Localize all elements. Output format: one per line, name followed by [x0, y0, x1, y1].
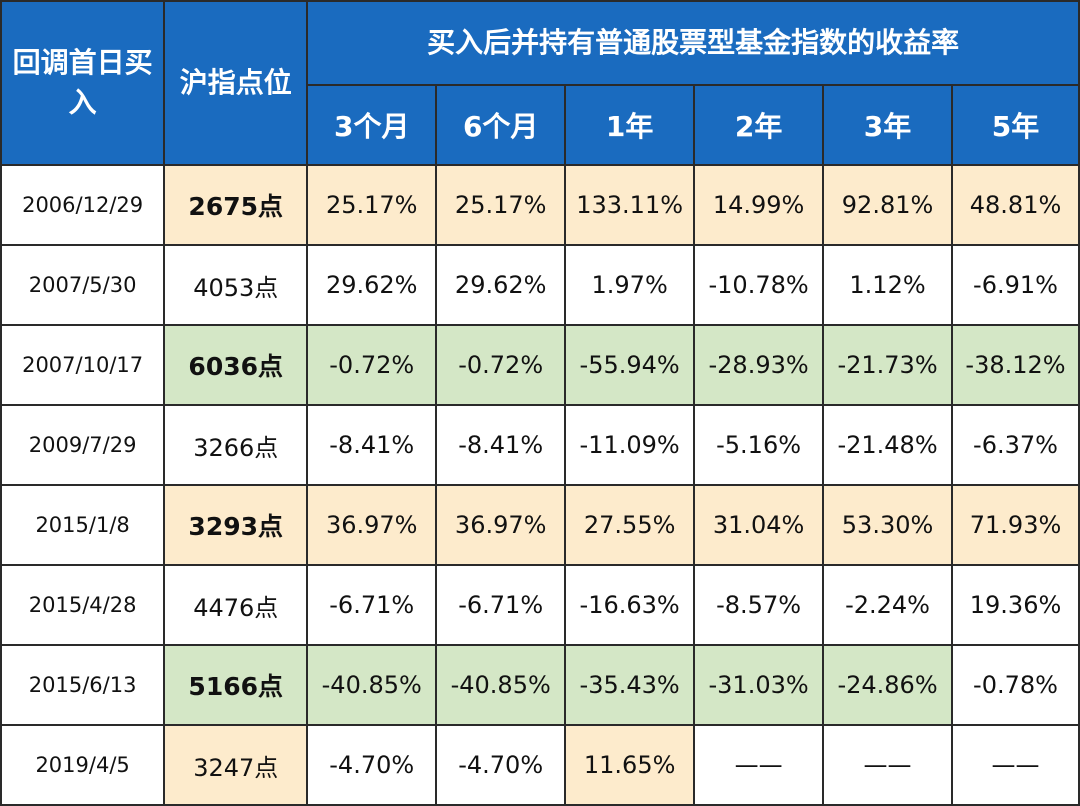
- row-date: 2019/4/5: [0, 724, 166, 806]
- row-index-level: 6036点: [163, 324, 309, 406]
- row-return-cell: -6.91%: [951, 244, 1080, 326]
- row-return-cell: 53.30%: [822, 484, 954, 566]
- row-date: 2015/6/13: [0, 644, 166, 726]
- header-buy-date: 回调首日买入: [0, 0, 166, 166]
- header-period-5y: 5年: [951, 84, 1080, 166]
- row-return-cell: -4.70%: [306, 724, 438, 806]
- row-return-cell: 36.97%: [435, 484, 567, 566]
- row-return-cell: -2.24%: [822, 564, 954, 646]
- table-header: 回调首日买入 沪指点位 买入后并持有普通股票型基金指数的收益率 3个月 6个月 …: [0, 0, 1080, 166]
- header-period-1y: 1年: [564, 84, 696, 166]
- header-period-2y: 2年: [693, 84, 825, 166]
- table-row: 2006/12/29 2675点 25.17% 25.17% 133.11% 14.99%…: [0, 164, 1080, 246]
- row-return-cell: 19.36%: [951, 564, 1080, 646]
- table-body: 2006/12/29 2675点 25.17% 25.17% 133.11% 14.99%…: [0, 164, 1080, 806]
- row-date: 2015/1/8: [0, 484, 166, 566]
- table-row: 2019/4/5 3247点 -4.70% -4.70% 11.65% —— —— ——: [0, 724, 1080, 806]
- row-index-level: 5166点: [163, 644, 309, 726]
- row-return-cell: ——: [693, 724, 825, 806]
- row-return-cell: 25.17%: [435, 164, 567, 246]
- row-return-cell: 48.81%: [951, 164, 1080, 246]
- table-row: 2015/6/13 5166点 -40.85% -40.85% -35.43% -31.0…: [0, 644, 1080, 726]
- row-date: 2007/5/30: [0, 244, 166, 326]
- row-date: 2007/10/17: [0, 324, 166, 406]
- row-return-cell: -8.41%: [435, 404, 567, 486]
- table-row: 2007/5/30 4053点 29.62% 29.62% 1.97% -10.78% 1.…: [0, 244, 1080, 326]
- row-date: 2015/4/28: [0, 564, 166, 646]
- row-return-cell: 1.12%: [822, 244, 954, 326]
- row-return-cell: 29.62%: [306, 244, 438, 326]
- row-return-cell: -0.72%: [435, 324, 567, 406]
- row-return-cell: -55.94%: [564, 324, 696, 406]
- row-return-cell: -6.37%: [951, 404, 1080, 486]
- header-return-group: 买入后并持有普通股票型基金指数的收益率: [306, 0, 1080, 86]
- row-return-cell: -5.16%: [693, 404, 825, 486]
- row-return-cell: -31.03%: [693, 644, 825, 726]
- row-return-cell: -11.09%: [564, 404, 696, 486]
- row-return-cell: -21.48%: [822, 404, 954, 486]
- table-row: 2007/10/17 6036点 -0.72% -0.72% -55.94% -28.93…: [0, 324, 1080, 406]
- row-return-cell: 11.65%: [564, 724, 696, 806]
- row-date: 2006/12/29: [0, 164, 166, 246]
- row-return-cell: -0.78%: [951, 644, 1080, 726]
- table-row: 2015/1/8 3293点 36.97% 36.97% 27.55% 31.04% 53.…: [0, 484, 1080, 566]
- row-return-cell: -40.85%: [435, 644, 567, 726]
- table-row: 2015/4/28 4476点 -6.71% -6.71% -16.63% -8.57% -…: [0, 564, 1080, 646]
- row-return-cell: 27.55%: [564, 484, 696, 566]
- row-return-cell: -21.73%: [822, 324, 954, 406]
- row-return-cell: ——: [822, 724, 954, 806]
- table-row: 2009/7/29 3266点 -8.41% -8.41% -11.09% -5.16% -…: [0, 404, 1080, 486]
- row-return-cell: 36.97%: [306, 484, 438, 566]
- row-return-cell: 71.93%: [951, 484, 1080, 566]
- header-period-6m: 6个月: [435, 84, 567, 166]
- row-return-cell: -10.78%: [693, 244, 825, 326]
- row-return-cell: -0.72%: [306, 324, 438, 406]
- row-index-level: 3293点: [163, 484, 309, 566]
- row-return-cell: 1.97%: [564, 244, 696, 326]
- row-return-cell: 133.11%: [564, 164, 696, 246]
- row-index-level: 2675点: [163, 164, 309, 246]
- header-period-3m: 3个月: [306, 84, 438, 166]
- row-return-cell: -6.71%: [306, 564, 438, 646]
- row-index-level: 3247点: [163, 724, 309, 806]
- row-return-cell: -24.86%: [822, 644, 954, 726]
- row-return-cell: -16.63%: [564, 564, 696, 646]
- row-return-cell: -8.41%: [306, 404, 438, 486]
- row-return-cell: 92.81%: [822, 164, 954, 246]
- row-return-cell: 25.17%: [306, 164, 438, 246]
- row-return-cell: 31.04%: [693, 484, 825, 566]
- row-return-cell: -6.71%: [435, 564, 567, 646]
- header-period-3y: 3年: [822, 84, 954, 166]
- row-return-cell: -4.70%: [435, 724, 567, 806]
- row-return-cell: -35.43%: [564, 644, 696, 726]
- row-return-cell: -40.85%: [306, 644, 438, 726]
- row-return-cell: 14.99%: [693, 164, 825, 246]
- row-index-level: 4053点: [163, 244, 309, 326]
- row-return-cell: 29.62%: [435, 244, 567, 326]
- row-date: 2009/7/29: [0, 404, 166, 486]
- row-return-cell: -38.12%: [951, 324, 1080, 406]
- row-index-level: 4476点: [163, 564, 309, 646]
- row-return-cell: ——: [951, 724, 1080, 806]
- header-index-level: 沪指点位: [163, 0, 309, 166]
- row-index-level: 3266点: [163, 404, 309, 486]
- row-return-cell: -8.57%: [693, 564, 825, 646]
- row-return-cell: -28.93%: [693, 324, 825, 406]
